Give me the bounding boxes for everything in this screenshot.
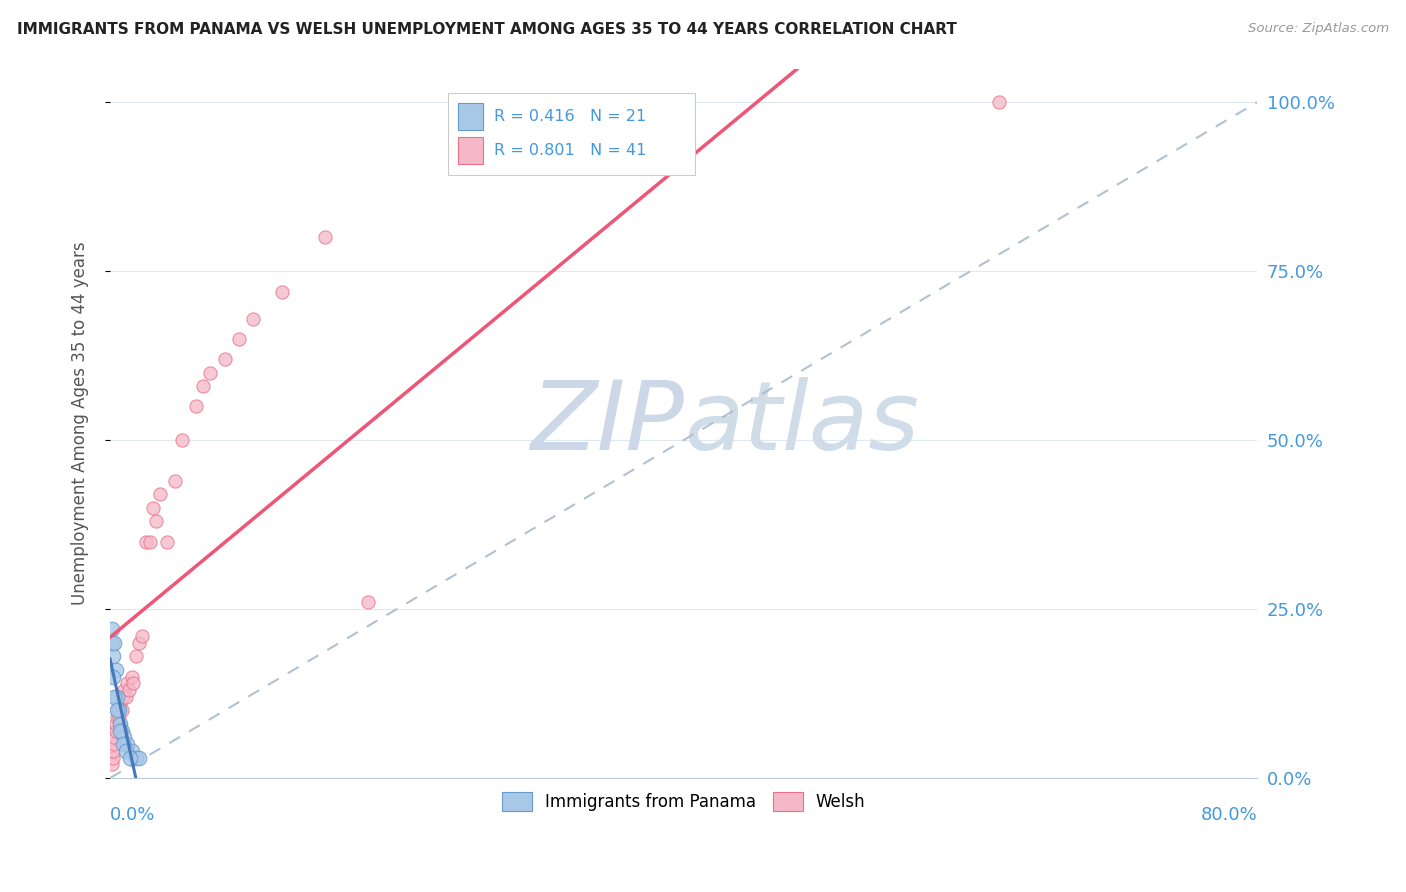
- Point: [111, 690, 134, 704]
- Point: [128, 750, 150, 764]
- Point: [101, 670, 124, 684]
- Point: [128, 636, 150, 650]
- Point: [122, 676, 145, 690]
- Point: [142, 500, 165, 515]
- Point: [121, 744, 143, 758]
- Point: [112, 683, 135, 698]
- Point: [120, 750, 142, 764]
- Point: [170, 433, 193, 447]
- Point: [125, 649, 148, 664]
- Point: [200, 366, 222, 380]
- Point: [193, 379, 215, 393]
- Point: [110, 703, 132, 717]
- Point: [988, 95, 1011, 110]
- Point: [314, 230, 336, 244]
- Point: [107, 703, 129, 717]
- FancyBboxPatch shape: [449, 94, 695, 175]
- Text: IMMIGRANTS FROM PANAMA VS WELSH UNEMPLOYMENT AMONG AGES 35 TO 44 YEARS CORRELATI: IMMIGRANTS FROM PANAMA VS WELSH UNEMPLOY…: [17, 22, 956, 37]
- Point: [242, 311, 264, 326]
- Point: [105, 710, 128, 724]
- Point: [117, 737, 139, 751]
- Point: [105, 703, 128, 717]
- Point: [121, 670, 143, 684]
- Point: [101, 649, 124, 664]
- Point: [118, 683, 141, 698]
- Text: Source: ZipAtlas.com: Source: ZipAtlas.com: [1249, 22, 1389, 36]
- Point: [115, 744, 138, 758]
- Point: [108, 717, 131, 731]
- Point: [357, 595, 380, 609]
- Point: [131, 629, 153, 643]
- Text: R = 0.801   N = 41: R = 0.801 N = 41: [495, 143, 647, 158]
- Point: [115, 690, 138, 704]
- Point: [117, 676, 139, 690]
- Point: [105, 703, 128, 717]
- Point: [105, 690, 128, 704]
- Point: [101, 744, 124, 758]
- Point: [139, 534, 162, 549]
- Point: [110, 723, 132, 738]
- Point: [149, 487, 172, 501]
- FancyBboxPatch shape: [457, 103, 482, 129]
- Point: [112, 731, 135, 745]
- Point: [108, 697, 131, 711]
- Text: 80.0%: 80.0%: [1201, 806, 1257, 824]
- Point: [101, 750, 124, 764]
- Point: [103, 690, 125, 704]
- Point: [184, 400, 207, 414]
- Point: [100, 623, 122, 637]
- Point: [156, 534, 179, 549]
- Text: 0.0%: 0.0%: [110, 806, 156, 824]
- Point: [100, 636, 122, 650]
- Point: [107, 710, 129, 724]
- Point: [103, 737, 125, 751]
- Text: atlas: atlas: [683, 376, 918, 470]
- Point: [135, 534, 157, 549]
- Text: ZIP: ZIP: [530, 376, 683, 470]
- Legend: Immigrants from Panama, Welsh: Immigrants from Panama, Welsh: [494, 783, 875, 820]
- Point: [125, 750, 148, 764]
- Point: [214, 352, 236, 367]
- Point: [104, 663, 127, 677]
- Point: [100, 757, 122, 772]
- Text: R = 0.416   N = 21: R = 0.416 N = 21: [495, 109, 647, 124]
- Point: [163, 474, 186, 488]
- Y-axis label: Unemployment Among Ages 35 to 44 years: Unemployment Among Ages 35 to 44 years: [72, 242, 89, 605]
- Point: [111, 737, 134, 751]
- Point: [104, 723, 127, 738]
- Point: [228, 332, 250, 346]
- Point: [103, 731, 125, 745]
- FancyBboxPatch shape: [457, 136, 482, 163]
- Point: [103, 636, 125, 650]
- Point: [108, 717, 131, 731]
- Point: [104, 717, 127, 731]
- Point: [145, 514, 167, 528]
- Point: [271, 285, 294, 299]
- Point: [108, 723, 131, 738]
